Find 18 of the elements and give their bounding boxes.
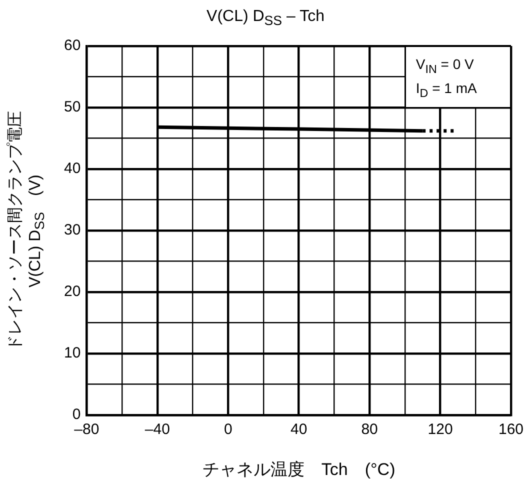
text: ドレイン・ソース間クランプ電圧 <box>6 110 24 351</box>
x-tick-label: 120 <box>428 421 453 438</box>
x-tick-label: 0 <box>224 421 232 438</box>
y-tick-label: 10 <box>64 344 81 362</box>
x-axis-title: チャネル温度 Tch (°C) <box>201 459 396 481</box>
x-tick-label: 160 <box>498 421 524 438</box>
chart-title: V(CL) D$_{SS}$ – Tch <box>206 8 326 28</box>
y-tick-label: 40 <box>64 160 81 178</box>
y-tick-label: 0 <box>72 406 81 424</box>
x-tick-label: 40 <box>290 421 308 438</box>
y-tick-label: 20 <box>64 283 81 300</box>
x-tick-label: –80 <box>74 421 100 438</box>
y-tick-label: 60 <box>64 37 81 54</box>
y-tick-label: 50 <box>64 98 81 116</box>
y-tick-label: 30 <box>64 222 81 239</box>
note-box: V$_{IN}$ = 0 V I$_{D}$ = 1 mA <box>404 46 511 108</box>
x-tick-label: –40 <box>144 421 170 438</box>
x-tick-label: 80 <box>361 421 378 438</box>
